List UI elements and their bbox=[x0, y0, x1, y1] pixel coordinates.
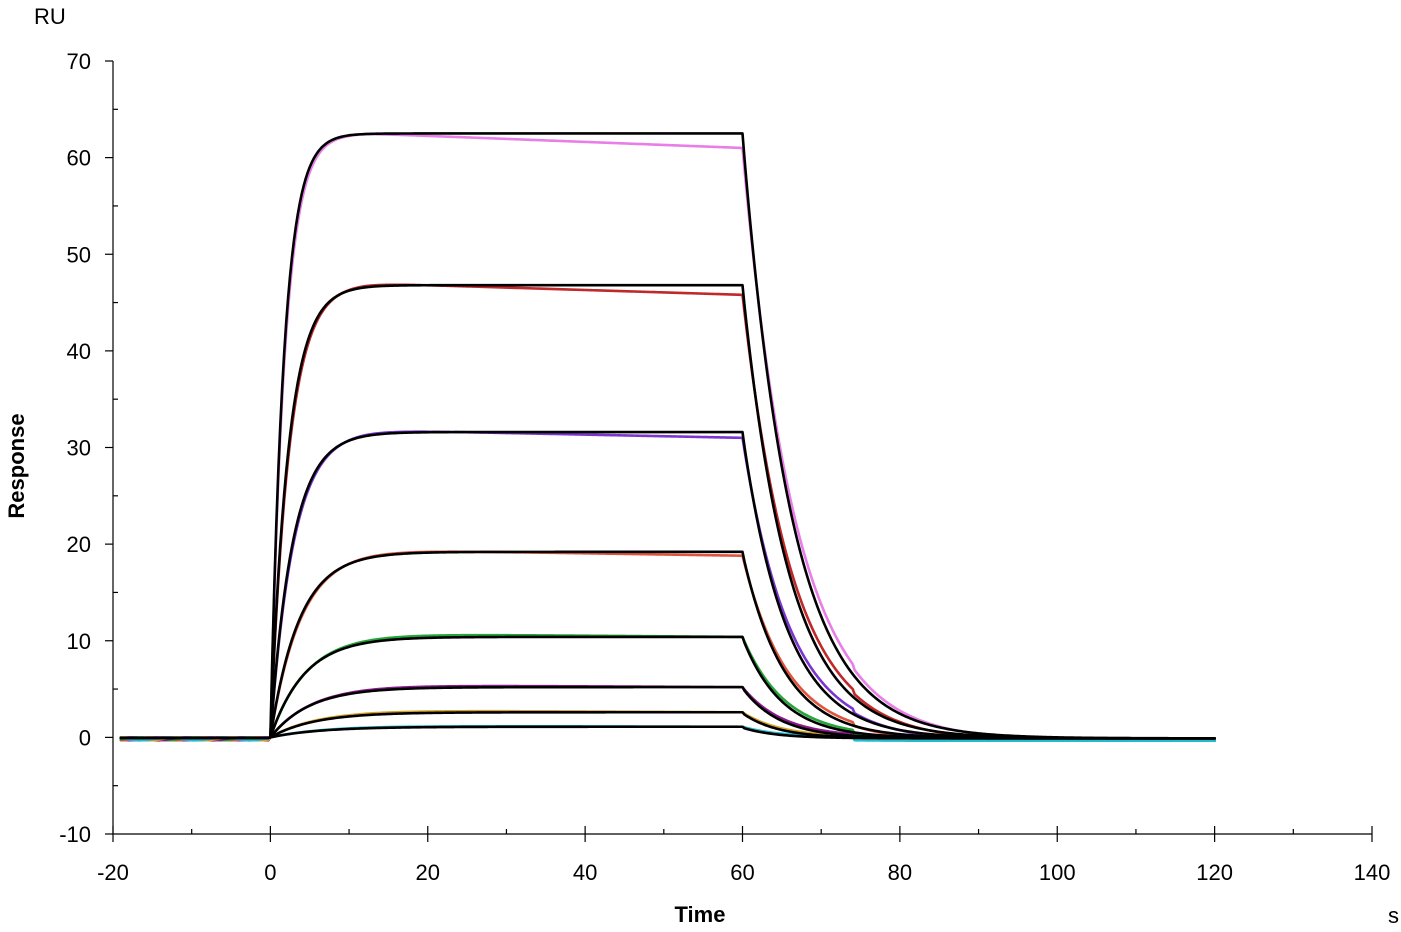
y-tick-label: 40 bbox=[67, 339, 91, 364]
y-tick-label: -10 bbox=[59, 822, 91, 847]
fit-series-4 bbox=[119, 550, 1216, 740]
x-axis-title: Time bbox=[675, 902, 726, 927]
y-tick-label: 50 bbox=[67, 242, 91, 267]
y-axis-title: Response bbox=[4, 413, 29, 518]
x-tick-label: 20 bbox=[416, 860, 440, 885]
x-tick-label: 120 bbox=[1196, 860, 1233, 885]
y-tick-label: 10 bbox=[67, 629, 91, 654]
axes: -10 0 10 20 30 40 50 60 70 -20 0 20 40 60 80 100 120 140 bbox=[59, 49, 1390, 885]
x-ticks: -20 0 20 40 60 80 100 120 140 bbox=[97, 826, 1390, 885]
y-tick-label: 60 bbox=[67, 146, 91, 171]
y-ticks: -10 0 10 20 30 40 50 60 70 bbox=[59, 49, 118, 847]
fit-curves bbox=[119, 132, 1216, 740]
x-tick-label: 80 bbox=[888, 860, 912, 885]
y-unit-label: RU bbox=[34, 4, 66, 29]
data-curves bbox=[119, 132, 1216, 743]
x-tick-label: 140 bbox=[1354, 860, 1391, 885]
y-tick-label: 70 bbox=[67, 49, 91, 74]
x-tick-label: 40 bbox=[573, 860, 597, 885]
y-tick-label: 0 bbox=[79, 725, 91, 750]
fit-series-8 bbox=[119, 725, 1216, 740]
x-tick-label: 100 bbox=[1039, 860, 1076, 885]
y-tick-label: 30 bbox=[67, 436, 91, 461]
x-unit-label: s bbox=[1388, 903, 1399, 928]
x-tick-label: -20 bbox=[97, 860, 129, 885]
x-tick-label: 0 bbox=[264, 860, 276, 885]
x-tick-label: 60 bbox=[730, 860, 754, 885]
y-tick-label: 20 bbox=[67, 532, 91, 557]
